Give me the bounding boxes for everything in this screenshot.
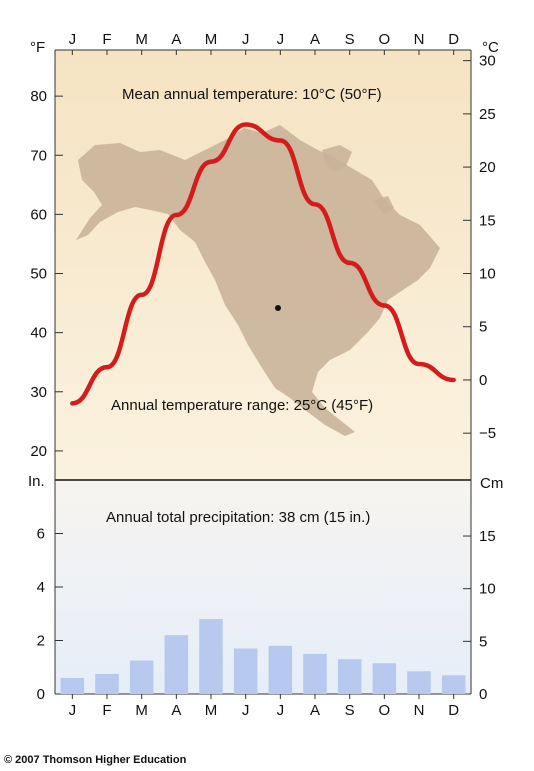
celsius-tick-label: 20 bbox=[479, 159, 496, 176]
month-label-top: M bbox=[135, 31, 148, 48]
centimeters-tick-label: 10 bbox=[479, 581, 496, 598]
precipitation-total-annotation: Annual total precipitation: 38 cm (15 in… bbox=[106, 509, 370, 526]
celsius-tick-label: 10 bbox=[479, 266, 496, 283]
precipitation-bar bbox=[95, 673, 119, 694]
celsius-tick-label: 15 bbox=[479, 212, 496, 229]
precipitation-bar bbox=[164, 635, 189, 694]
month-label-bottom: J bbox=[277, 702, 285, 719]
north-america-map bbox=[76, 125, 440, 436]
month-label-top: J bbox=[69, 31, 77, 48]
fahrenheit-unit-label: °F bbox=[30, 39, 45, 56]
celsius-tick-label: 30 bbox=[479, 53, 496, 70]
chart-marks: JJFFMMAAMMJJJJAASSOONNDD20304050607080−5… bbox=[30, 31, 496, 719]
fahrenheit-tick-label: 20 bbox=[30, 443, 47, 460]
precipitation-bar bbox=[407, 671, 431, 694]
map-greenland bbox=[322, 145, 352, 172]
month-label-top: F bbox=[102, 31, 111, 48]
celsius-tick-label: 5 bbox=[479, 319, 487, 336]
month-label-top: O bbox=[378, 31, 390, 48]
month-label-bottom: J bbox=[242, 702, 250, 719]
month-label-bottom: J bbox=[69, 702, 77, 719]
month-label-top: M bbox=[205, 31, 218, 48]
celsius-tick-label: −5 bbox=[479, 425, 496, 442]
copyright-credit: © 2007 Thomson Higher Education bbox=[4, 754, 187, 766]
month-label-top: J bbox=[242, 31, 250, 48]
inches-unit-label: In. bbox=[28, 473, 45, 490]
month-label-bottom: N bbox=[414, 702, 425, 719]
centimeters-unit-label: Cm bbox=[480, 475, 503, 492]
centimeters-tick-label: 0 bbox=[479, 686, 487, 703]
precipitation-bar bbox=[233, 648, 258, 694]
month-label-bottom: F bbox=[102, 702, 111, 719]
month-label-top: N bbox=[414, 31, 425, 48]
month-label-bottom: M bbox=[135, 702, 148, 719]
station-location-dot bbox=[275, 305, 281, 311]
month-label-top: J bbox=[277, 31, 285, 48]
precipitation-bar bbox=[199, 619, 223, 694]
map-island bbox=[372, 196, 394, 214]
inches-tick-label: 6 bbox=[37, 526, 45, 543]
month-label-top: D bbox=[448, 31, 459, 48]
temperature-line bbox=[70, 122, 456, 406]
precipitation-bar bbox=[372, 663, 397, 694]
inches-tick-label: 0 bbox=[37, 686, 45, 703]
inches-tick-label: 2 bbox=[37, 633, 45, 650]
centimeters-tick-label: 5 bbox=[479, 633, 487, 650]
fahrenheit-tick-label: 60 bbox=[30, 206, 47, 223]
precipitation-panel-background bbox=[55, 480, 471, 694]
month-label-bottom: D bbox=[448, 702, 459, 719]
precipitation-bar bbox=[441, 675, 466, 694]
celsius-tick-label: 25 bbox=[479, 106, 496, 123]
precipitation-bar bbox=[303, 653, 327, 694]
celsius-tick-label: 0 bbox=[479, 372, 487, 389]
month-label-bottom: A bbox=[171, 702, 181, 719]
precipitation-bar bbox=[337, 659, 362, 694]
precipitation-bar bbox=[60, 677, 85, 694]
month-label-top: A bbox=[171, 31, 181, 48]
month-label-bottom: A bbox=[310, 702, 320, 719]
celsius-unit-label: °C bbox=[482, 39, 499, 56]
month-label-top: S bbox=[345, 31, 355, 48]
month-label-bottom: M bbox=[205, 702, 218, 719]
fahrenheit-tick-label: 70 bbox=[30, 147, 47, 164]
temperature-range-annotation: Annual temperature range: 25°C (45°F) bbox=[111, 397, 373, 414]
month-label-bottom: O bbox=[378, 702, 390, 719]
precipitation-bar bbox=[268, 645, 293, 694]
fahrenheit-tick-label: 30 bbox=[30, 384, 47, 401]
fahrenheit-tick-label: 80 bbox=[30, 88, 47, 105]
month-label-bottom: S bbox=[345, 702, 355, 719]
mean-temperature-annotation: Mean annual temperature: 10°C (50°F) bbox=[122, 86, 382, 103]
month-label-top: A bbox=[310, 31, 320, 48]
inches-tick-label: 4 bbox=[37, 579, 45, 596]
map-land bbox=[76, 125, 440, 436]
precipitation-bar bbox=[129, 660, 154, 694]
fahrenheit-tick-label: 50 bbox=[30, 266, 47, 283]
centimeters-tick-label: 15 bbox=[479, 528, 496, 545]
fahrenheit-tick-label: 40 bbox=[30, 325, 47, 342]
